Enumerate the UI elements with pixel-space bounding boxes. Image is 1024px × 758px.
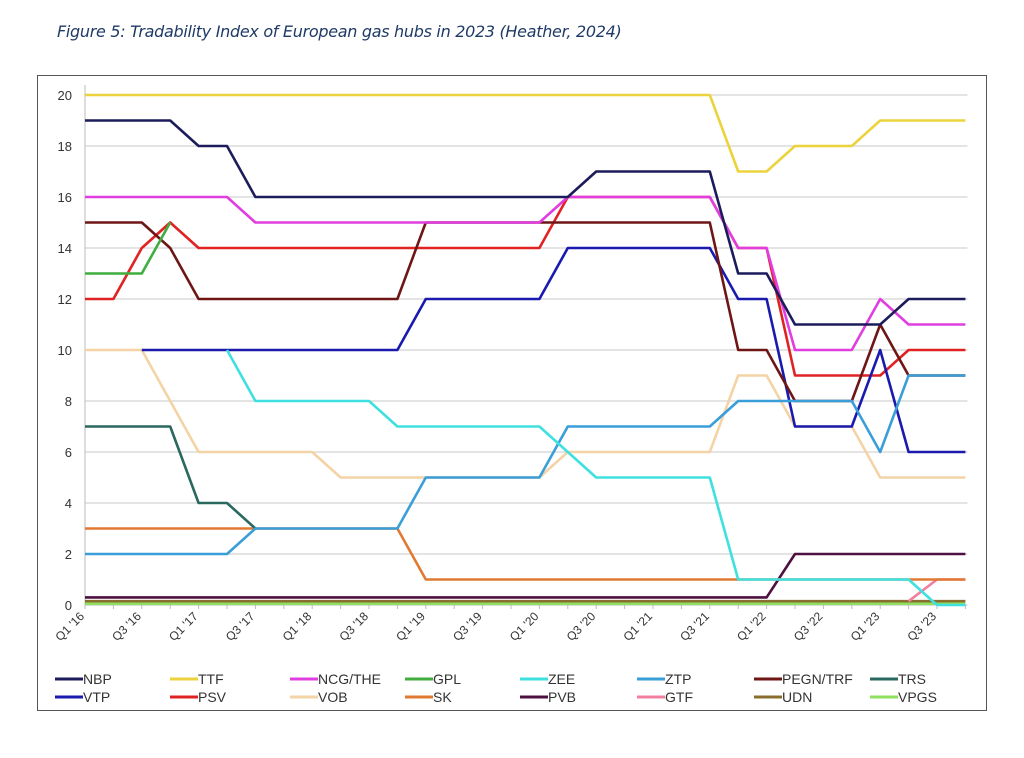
x-tick-label: Q3 '20 xyxy=(564,609,599,644)
x-tick-label: Q3 '18 xyxy=(336,609,371,644)
y-tick-label: 14 xyxy=(58,241,72,256)
y-tick-label: 4 xyxy=(65,496,72,511)
x-tick-label: Q1 '23 xyxy=(848,609,883,644)
legend-label-vob: VOB xyxy=(318,689,348,705)
x-tick-label: Q1 '20 xyxy=(507,609,542,644)
series-line-trs xyxy=(85,425,257,530)
series-line-nbp xyxy=(85,119,966,326)
legend-label-nbp: NBP xyxy=(83,671,112,687)
y-tick-label: 2 xyxy=(65,547,72,562)
y-tick-label: 6 xyxy=(65,445,72,460)
x-tick-label: Q1 '17 xyxy=(166,609,201,644)
legend-label-zee: ZEE xyxy=(548,671,575,687)
series-line-vtp xyxy=(141,246,966,454)
x-tick-label: Q1 '18 xyxy=(280,609,315,644)
x-tick-label: Q3 '23 xyxy=(904,609,939,644)
y-tick-label: 20 xyxy=(58,88,72,103)
legend-label-udn: UDN xyxy=(782,689,812,705)
figure-caption: Figure 5: Tradability Index of European … xyxy=(57,22,622,41)
x-tick-label: Q1 '21 xyxy=(620,609,655,644)
x-tick-label: Q1 '19 xyxy=(393,609,428,644)
y-tick-label: 16 xyxy=(58,190,72,205)
series-line-gtf xyxy=(907,578,966,603)
series-line-ttf xyxy=(85,93,966,173)
legend-label-gtf: GTF xyxy=(665,689,693,705)
x-tick-label: Q1 '22 xyxy=(734,609,769,644)
y-tick-label: 12 xyxy=(58,292,72,307)
series-line-psv xyxy=(85,195,966,377)
legend-label-ttf: TTF xyxy=(198,671,224,687)
y-tick-label: 18 xyxy=(58,139,72,154)
legend-label-vtp: VTP xyxy=(83,689,110,705)
y-tick-label: 0 xyxy=(65,598,72,613)
series-line-vob xyxy=(85,348,966,479)
series-line-ztp xyxy=(85,374,966,556)
legend-label-ztp: ZTP xyxy=(665,671,691,687)
y-tick-label: 8 xyxy=(65,394,72,409)
x-tick-label: Q3 '17 xyxy=(223,609,258,644)
legend-label-sk: SK xyxy=(433,689,452,705)
series-line-zee xyxy=(225,349,966,607)
legend-label-gpl: GPL xyxy=(433,671,461,687)
x-tick-label: Q3 '21 xyxy=(677,609,712,644)
legend-label-pegn-trf: PEGN/TRF xyxy=(782,671,853,687)
x-tick-label: Q1 '16 xyxy=(52,609,87,644)
legend-label-ncg-the: NCG/THE xyxy=(318,671,381,687)
legend-label-trs: TRS xyxy=(898,671,926,687)
series-line-pvb xyxy=(85,552,966,599)
y-tick-label: 10 xyxy=(58,343,72,358)
x-tick-label: Q3 '19 xyxy=(450,609,485,644)
chart-frame xyxy=(37,75,987,711)
legend-label-vpgs: VPGS xyxy=(898,689,937,705)
legend-label-pvb: PVB xyxy=(548,689,576,705)
series-line-gpl xyxy=(85,221,172,275)
x-tick-label: Q3 '16 xyxy=(109,609,144,644)
x-tick-label: Q3 '22 xyxy=(791,609,826,644)
series-line-ncg-the xyxy=(85,195,966,352)
legend-label-psv: PSV xyxy=(198,689,227,705)
